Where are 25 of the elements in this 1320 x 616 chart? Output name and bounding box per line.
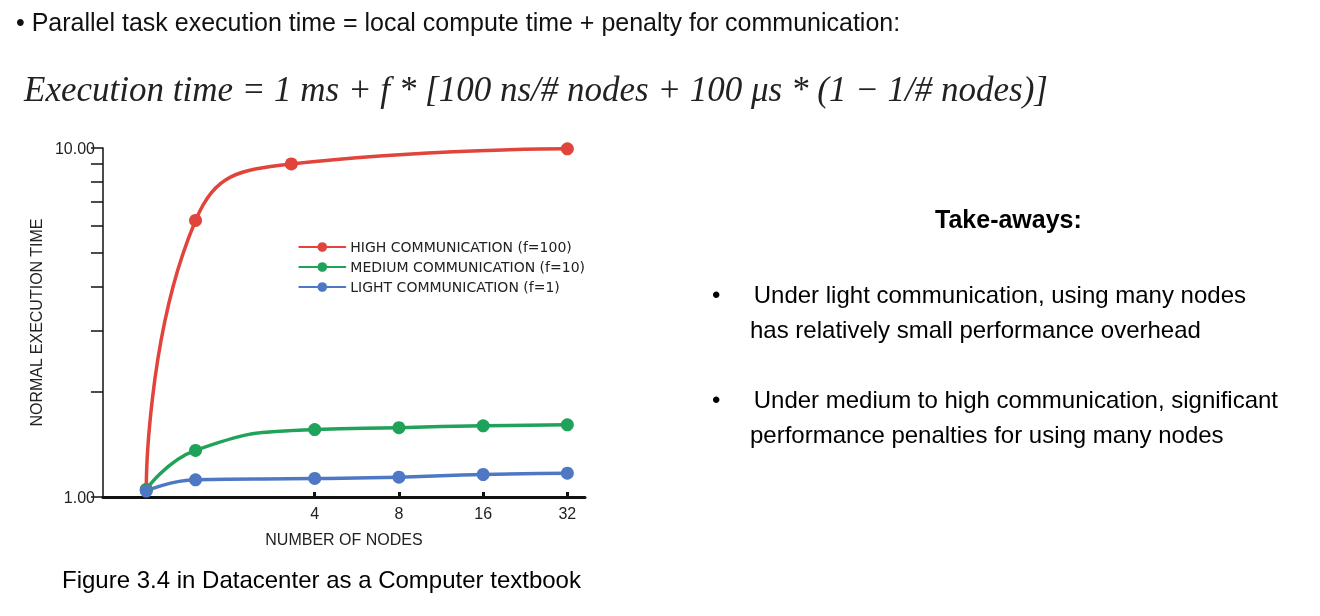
chart-subtitle: Execution time = 1 ms + f * [100 ns/# nodes + 100 μs * (1 − 1/# nodes)] — [24, 70, 1048, 110]
point — [392, 470, 406, 484]
x-tick-label: 16 — [474, 504, 493, 522]
caption: Figure 3.4 in Datacenter as a Computer textbook — [62, 566, 581, 594]
point — [560, 466, 574, 480]
text: Take-aways: — [935, 205, 1082, 234]
legend-label: LIGHT COMMUNICATION (f=1) — [350, 279, 560, 295]
y-axis-title: NORMAL EXECUTION TIME — [27, 218, 45, 427]
x-tick-label: 4 — [310, 504, 320, 522]
x-tick-label: 32 — [558, 504, 577, 522]
y-tick-label: 1.00 — [63, 488, 96, 506]
point — [476, 419, 490, 433]
x-tick-label: 8 — [394, 504, 404, 522]
legend-label: MEDIUM COMMUNICATION (f=10) — [350, 259, 585, 275]
point — [392, 421, 406, 435]
point — [560, 418, 574, 432]
text: • Under light communication, using many nodes has relatively small performance overhead — [712, 280, 1247, 345]
x-axis-title: NUMBER OF NODES — [265, 530, 423, 548]
text: • Under medium to high communication, significant performance penalties for using many nodes — [712, 385, 1279, 450]
legend-label: HIGH COMMUNICATION (f=100) — [350, 239, 572, 255]
chart-title: • Parallel task execution time = local compute time + penalty for communication: — [16, 8, 901, 37]
y-tick-label: 10.00 — [54, 139, 96, 157]
point — [476, 468, 490, 481]
point — [308, 423, 322, 437]
point — [308, 471, 322, 485]
